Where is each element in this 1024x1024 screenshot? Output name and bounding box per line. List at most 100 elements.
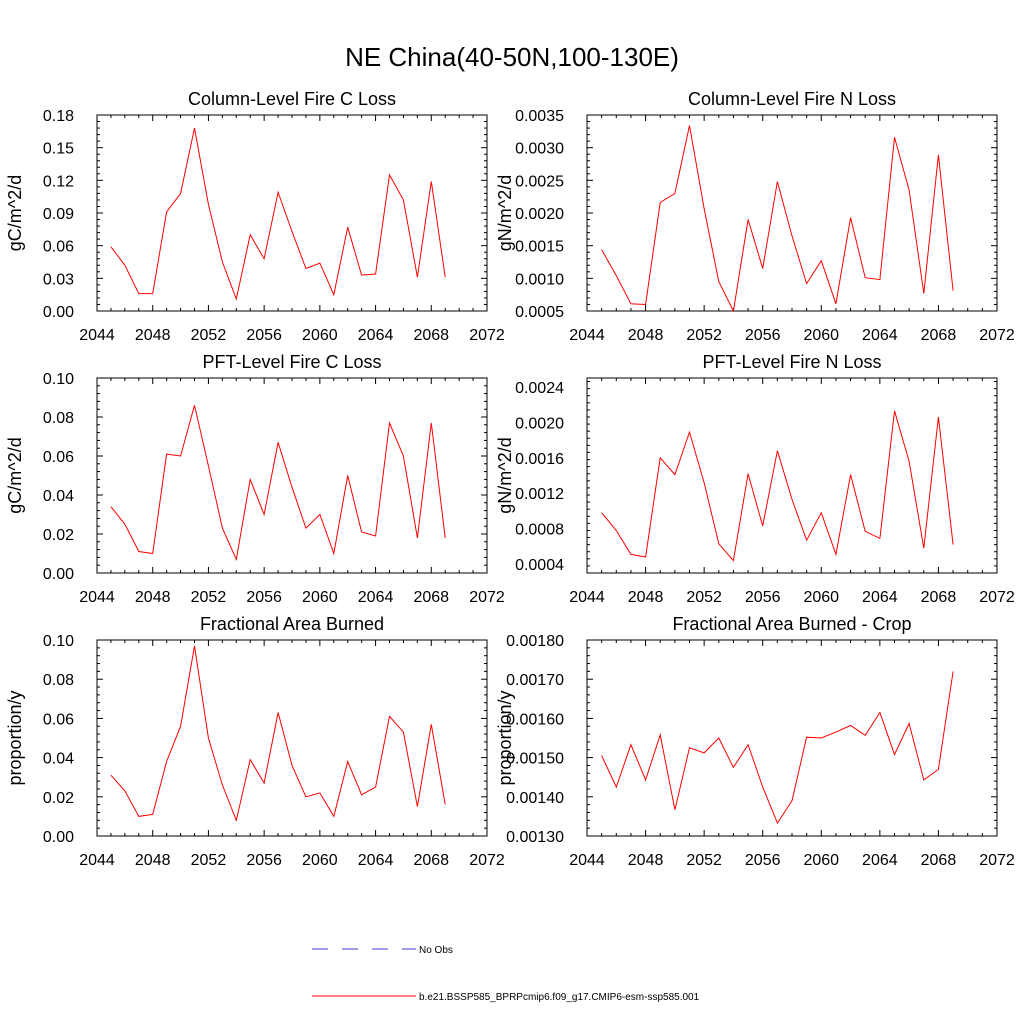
x-tick-label: 2048 [135,327,171,344]
legend-label-ensemble: b.e21.BSSP585_BPRPcmip6.f09_g17.CMIP6-es… [419,992,700,1003]
y-axis-label: gC/m^2/d [5,175,25,251]
panel-title: Column-Level Fire C Loss [188,89,396,109]
y-tick-label: 0.08 [43,672,74,689]
series-line [110,405,446,562]
x-tick-label: 2056 [246,852,282,869]
y-tick-label: 0.00150 [506,751,564,768]
x-tick-label: 2060 [302,589,338,606]
y-tick-label: 0.0020 [515,415,564,432]
x-tick-label: 2044 [569,327,605,344]
y-tick-label: 0.00180 [506,633,564,650]
legend-label-no-obs: No Obs [419,945,453,956]
x-tick-label: 2060 [803,327,839,344]
x-tick-label: 2072 [979,327,1015,344]
x-tick-label: 2056 [246,327,282,344]
x-tick-label: 2044 [79,589,115,606]
panel-5: 2044 2048 2052 2056 2060 2064 2068 2072 0.00 0.02… [5,614,505,869]
x-tick-label: 2052 [191,589,227,606]
y-axis-label: gN/m^2/d [495,175,515,251]
x-tick-label: 2052 [686,327,722,344]
panel-title: PFT-Level Fire C Loss [202,352,381,372]
y-axis-label: proportion/y [5,690,25,785]
legend: No Obs b.e21.BSSP585_BPRPcmip6.f09_g17.C… [312,945,700,1003]
y-tick-label: 0.10 [43,371,74,388]
x-tick-label: 2068 [921,589,957,606]
x-tick-label: 2052 [686,589,722,606]
x-tick-label: 2064 [862,327,898,344]
y-tick-label: 0.09 [43,206,74,223]
x-tick-label: 2052 [191,327,227,344]
x-tick-label: 2056 [246,589,282,606]
series-line [601,410,954,562]
x-tick-label: 2064 [358,852,394,869]
x-tick-label: 2064 [862,589,898,606]
y-tick-label: 0.00140 [506,790,564,807]
panel-title: Column-Level Fire N Loss [688,89,896,109]
panel-2: 2044 2048 2052 2056 2060 2064 2068 2072 0.0005 0.… [495,89,1015,344]
y-tick-label: 0.00 [43,566,74,583]
x-tick-label: 2064 [358,327,394,344]
y-tick-label: 0.0010 [515,271,564,288]
x-tick-label: 2072 [469,327,505,344]
y-axis-label: gC/m^2/d [5,437,25,513]
y-axis-label: proportion/y [495,690,515,785]
x-tick-label: 2060 [803,852,839,869]
x-tick-label: 2072 [469,589,505,606]
x-tick-label: 2060 [803,589,839,606]
x-tick-label: 2072 [979,852,1015,869]
x-tick-label: 2044 [79,852,115,869]
plot-frame [96,114,488,312]
series-line [110,645,446,822]
y-tick-label: 0.0024 [515,380,564,397]
x-tick-label: 2072 [469,852,505,869]
x-tick-label: 2056 [745,589,781,606]
x-tick-label: 2068 [921,327,957,344]
y-tick-label: 0.06 [43,449,74,466]
x-tick-label: 2044 [569,852,605,869]
y-tick-label: 0.0025 [515,173,564,190]
y-tick-label: 0.0016 [515,451,564,468]
x-tick-label: 2044 [79,327,115,344]
y-tick-label: 0.04 [43,488,74,505]
panel-4: 2044 2048 2052 2056 2060 2064 2068 2072 0.0004 0.… [495,352,1015,606]
x-tick-label: 2048 [628,589,664,606]
y-tick-label: 0.10 [43,633,74,650]
y-tick-label: 0.04 [43,751,74,768]
y-tick-label: 0.00160 [506,711,564,728]
x-tick-label: 2052 [686,852,722,869]
x-tick-label: 2048 [135,852,171,869]
x-tick-label: 2060 [302,852,338,869]
plot-frame [96,377,488,574]
y-tick-label: 0.0015 [515,239,564,256]
panels: 2044 2048 2052 2056 2060 2064 2068 2072 0.00 0.03… [5,89,1015,869]
y-tick-label: 0.00 [43,829,74,846]
y-tick-label: 0.0020 [515,206,564,223]
x-tick-label: 2064 [358,589,394,606]
panel-1: 2044 2048 2052 2056 2060 2064 2068 2072 0.00 0.03… [5,89,505,344]
x-tick-label: 2068 [413,589,449,606]
panel-6: 2044 2048 2052 2056 2060 2064 2068 2072 0.00130 0… [495,614,1015,869]
y-tick-label: 0.03 [43,271,74,288]
y-tick-label: 0.06 [43,239,74,256]
plot-frame [586,377,998,574]
y-tick-label: 0.18 [43,108,74,125]
x-tick-label: 2068 [413,852,449,869]
y-tick-label: 0.0008 [515,522,564,539]
x-tick-label: 2048 [135,589,171,606]
series-line [110,127,446,301]
x-tick-label: 2056 [745,327,781,344]
figure-title: NE China(40-50N,100-130E) [345,42,679,72]
x-tick-label: 2044 [569,589,605,606]
y-tick-label: 0.00130 [506,829,564,846]
x-tick-label: 2068 [413,327,449,344]
y-tick-label: 0.06 [43,711,74,728]
y-tick-label: 0.00 [43,304,74,321]
y-tick-label: 0.12 [43,173,74,190]
y-axis-label: gN/m^2/d [495,437,515,513]
y-tick-label: 0.0012 [515,486,564,503]
y-tick-label: 0.0030 [515,141,564,158]
panel-title: Fractional Area Burned - Crop [672,614,911,634]
x-tick-label: 2072 [979,589,1015,606]
y-tick-label: 0.02 [43,527,74,544]
